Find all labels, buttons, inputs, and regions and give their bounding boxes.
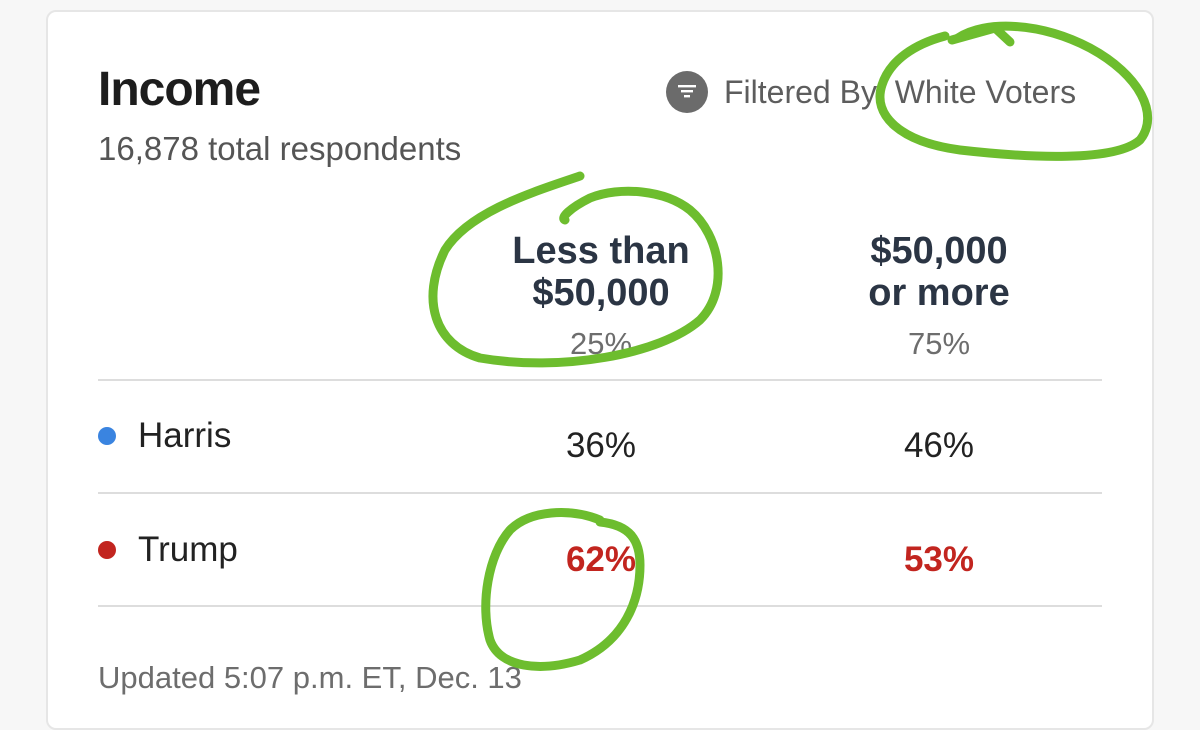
header-divider — [98, 379, 1102, 381]
candidate-name: Harris — [138, 416, 232, 455]
column-label-line2: $50,000 — [532, 272, 670, 314]
updated-timestamp: Updated 5:07 p.m. ET, Dec. 13 — [98, 660, 522, 695]
filter-icon — [666, 71, 708, 113]
column-share: 75% — [907, 326, 971, 361]
row-divider — [98, 492, 1102, 494]
trump-50k-plus-value: 53% — [903, 540, 975, 579]
respondents-count: 16,878 total respondents — [98, 130, 462, 167]
row-label-harris: Harris — [98, 416, 231, 456]
trump-under-50k-value: 62% — [565, 540, 637, 579]
column-header-50k-plus: $50,000 or more 75% — [789, 230, 1089, 362]
harris-under-50k-value: 36% — [565, 426, 637, 465]
candidate-name: Trump — [138, 530, 238, 569]
harris-color-dot — [98, 427, 116, 445]
column-label-line1: Less than — [512, 230, 690, 272]
row-label-trump: Trump — [98, 530, 238, 570]
card-title: Income — [98, 63, 261, 116]
filter-indicator[interactable]: Filtered By: White Voters — [666, 70, 1076, 114]
row-divider — [98, 605, 1102, 607]
column-label-line2: or more — [868, 272, 1010, 314]
column-label-line1: $50,000 — [870, 230, 1008, 272]
trump-color-dot — [98, 541, 116, 559]
filter-label: Filtered By: White Voters — [724, 73, 1077, 110]
harris-50k-plus-value: 46% — [903, 426, 975, 465]
results-card — [46, 10, 1154, 730]
column-share: 25% — [569, 326, 633, 361]
column-header-under-50k: Less than $50,000 25% — [451, 230, 751, 362]
